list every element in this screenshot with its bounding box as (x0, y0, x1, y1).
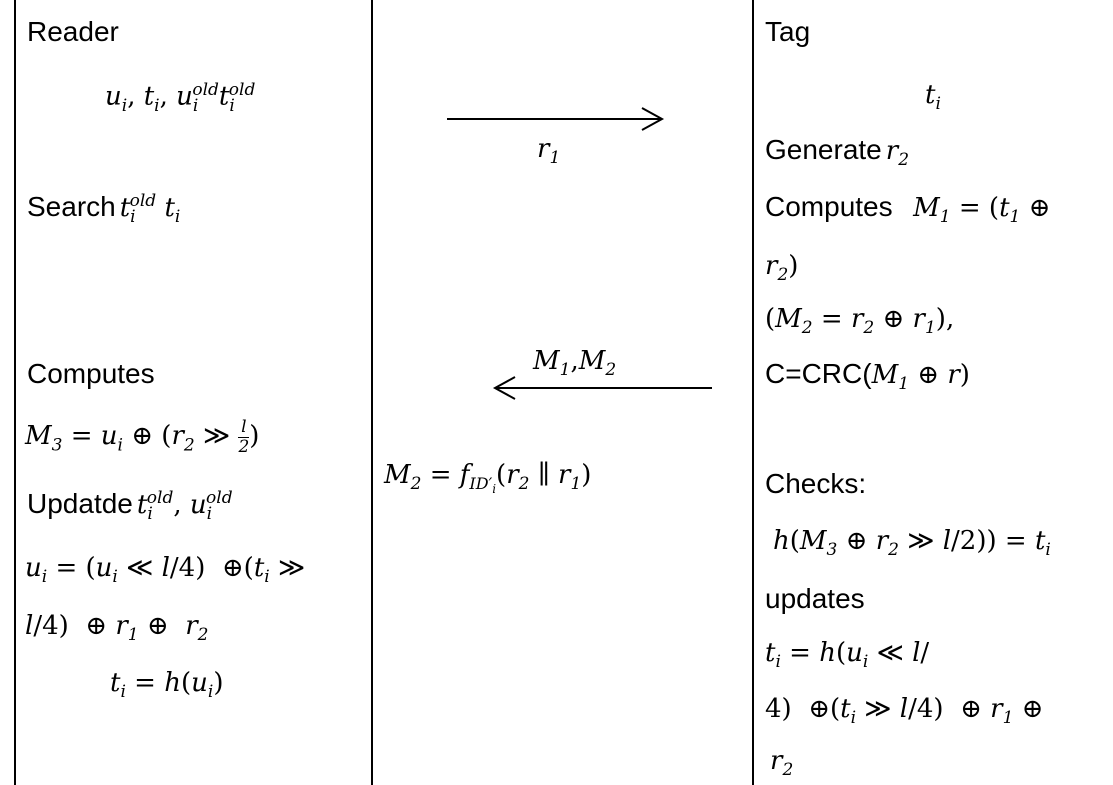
channel-m2-formula: M2 = fID′i(r2 ∥ r1) (384, 460, 592, 497)
tag-ti-update-line2: 4) ⊕(ti ≫ l/4) ⊕ r1 ⊕ (765, 694, 1044, 729)
left-border (14, 0, 16, 785)
search-label: Search (27, 191, 116, 222)
update-label: Updatde (27, 488, 133, 519)
tag-computes-label: Computes (765, 191, 893, 222)
reader-computes-label: Computes (27, 358, 155, 389)
reader-ti-update: ti = h(ui) (110, 668, 224, 703)
tag-divider (752, 0, 754, 785)
crc-prefix: C=CRC( (765, 358, 872, 389)
reader-m3-formula: M3 = ui ⊕ (r2 ≫ l 2) (25, 417, 260, 457)
generate-label: Generate (765, 134, 882, 165)
tag-crc-line: C=CRC(M1 ⊕ r) (765, 358, 970, 395)
tag-check-formula: h(M3 ⊕ r2 ≫ l/2)) = ti (773, 526, 1051, 561)
reader-divider (371, 0, 373, 785)
msg-r1-label: r1 (537, 134, 561, 169)
reader-ui-update-line2: l/4) ⊕ r1 ⊕ r2 (25, 611, 209, 646)
tag-generate-line: Generate r2 (765, 134, 910, 171)
tag-ti-update-line3: r2 (770, 746, 794, 781)
tag-computes-line: Computes M1 = (t1 ⊕ (765, 191, 1051, 228)
tag-stored-value: ti (925, 80, 941, 115)
reader-search-line: Search tiold ti (27, 191, 181, 228)
reader-update-line: Updatde tiold, uiold (27, 488, 233, 525)
tag-checks-label: Checks: (765, 468, 867, 499)
reader-ui-update-line1: ui = (ui ≪ l/4) ⊕(ti ≫ (25, 553, 306, 588)
tag-heading: Tag (765, 16, 811, 47)
arrow-m1-m2 (492, 376, 712, 400)
reader-heading: Reader (27, 16, 119, 47)
tag-m2-formula: (M2 = r2 ⊕ r1), (765, 304, 955, 339)
arrow-r1 (447, 107, 665, 131)
msg-m1-m2-label: M1,M2 (533, 346, 617, 381)
tag-m1-cont: r2) (765, 251, 799, 286)
tag-ti-update-line1: ti = h(ui ≪ l/ (765, 638, 930, 673)
tag-updates-label: updates (765, 583, 865, 614)
reader-stored-values: ui, ti, uioldtiold (105, 80, 256, 116)
